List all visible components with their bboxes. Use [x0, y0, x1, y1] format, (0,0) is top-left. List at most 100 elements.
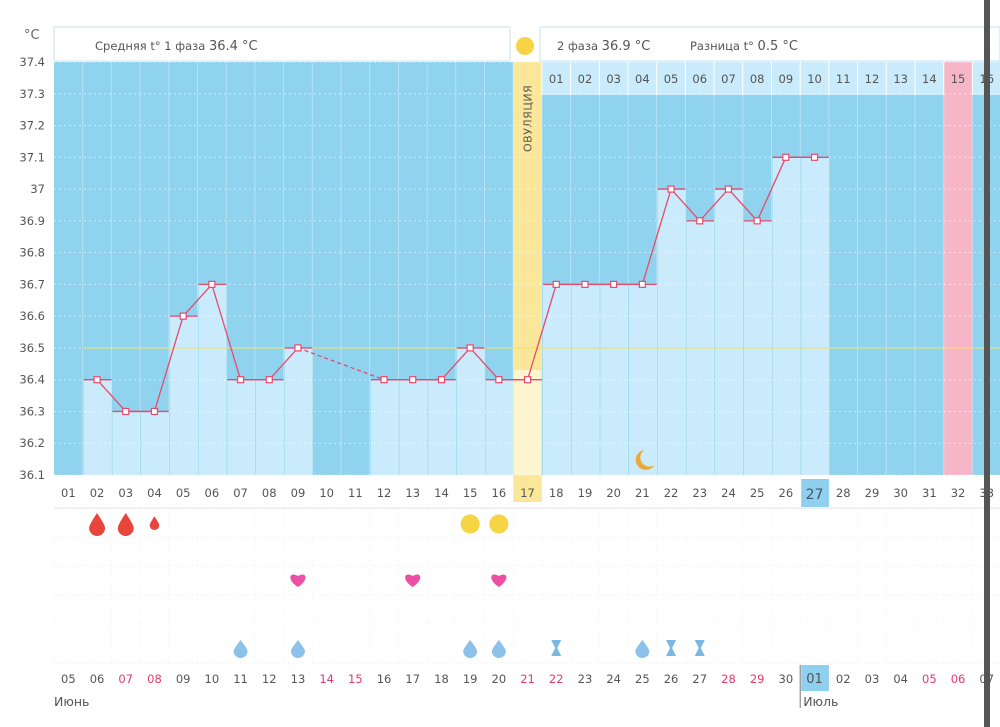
calendar-date-label: 18 — [434, 672, 449, 686]
temperature-point[interactable] — [696, 217, 704, 225]
temperature-line-segment — [297, 347, 385, 381]
calendar-date-label: 10 — [205, 672, 220, 686]
temperature-difference: Разница t° 0.5 °C — [690, 39, 798, 54]
calendar-today-highlight — [801, 665, 829, 691]
y-tick-label: 36.8 — [19, 246, 45, 260]
temperature-line-segment — [153, 315, 184, 412]
y-tick-label: 37.3 — [19, 87, 45, 101]
temperature-bar — [485, 379, 514, 475]
temperature-line-segment — [526, 284, 557, 380]
unit-label: °C — [24, 28, 40, 43]
cycle-day-label: 15 — [463, 486, 478, 500]
hourglass-icon — [551, 640, 562, 656]
temperature-point[interactable] — [581, 280, 589, 288]
temperature-point[interactable] — [667, 185, 675, 193]
calendar-date-label: 08 — [147, 672, 162, 686]
temperature-point[interactable] — [179, 312, 187, 320]
phase2-box — [539, 26, 1000, 62]
calendar-date-label: 16 — [377, 672, 392, 686]
cycle-day-label: 11 — [348, 486, 363, 500]
sun-icon — [460, 514, 480, 534]
temperature-bar — [428, 379, 456, 475]
calendar-date-label: 11 — [233, 672, 248, 686]
phase2-day-label: 08 — [750, 72, 765, 86]
hourglass-icon — [666, 640, 677, 656]
ovulation-label: ОВУЛЯЦИЯ — [522, 85, 535, 152]
phase2-day-label: 05 — [664, 72, 679, 86]
temperature-point[interactable] — [122, 407, 130, 416]
cycle-day-label: 04 — [147, 486, 162, 500]
cycle-day-label: 27 — [806, 487, 824, 503]
phase2-day-label: 14 — [922, 72, 937, 86]
discharge-drop-icon — [233, 640, 248, 659]
cycle-day-label: 29 — [865, 486, 880, 500]
calendar-date-label: 06 — [90, 672, 105, 686]
temperature-point[interactable] — [380, 376, 388, 384]
temperature-bar — [255, 379, 284, 475]
temperature-point[interactable] — [724, 185, 733, 193]
temperature-bar — [284, 347, 313, 475]
calendar-date-label: 21 — [520, 672, 535, 686]
today-highlight — [801, 479, 829, 507]
temperature-point[interactable] — [638, 280, 646, 288]
y-tick-label: 36.5 — [19, 341, 45, 355]
y-tick-label: 36.6 — [19, 309, 45, 323]
calendar-date-label: 07 — [118, 672, 133, 686]
temperature-line-segment — [699, 188, 729, 222]
temperature-point[interactable] — [409, 376, 417, 384]
temperature-point[interactable] — [265, 376, 273, 384]
cycle-day-label: 32 — [951, 486, 966, 500]
cycle-day-label: 08 — [262, 486, 277, 500]
temperature-bar — [169, 316, 198, 475]
temperature-point[interactable] — [294, 344, 302, 352]
temperature-line-segment — [182, 283, 213, 317]
vertical-scrollbar[interactable] — [984, 0, 990, 727]
phase2-average: 2 фаза 36.9 °C — [557, 39, 650, 54]
temperature-point[interactable] — [610, 280, 618, 288]
calendar-date-label: 22 — [549, 672, 564, 686]
cycle-day-label: 10 — [319, 486, 334, 500]
calendar-date-label: 15 — [348, 672, 363, 686]
y-tick-label: 37.2 — [19, 119, 45, 133]
calendar-date-label: 20 — [492, 672, 507, 686]
calendar-date-label: 23 — [578, 672, 593, 686]
y-tick-label: 36.7 — [19, 277, 45, 291]
bleeding-drop-icon — [89, 513, 106, 536]
temperature-point[interactable] — [93, 376, 101, 384]
calendar-date-label: 05 — [922, 672, 937, 686]
y-tick-label: 36.1 — [19, 468, 45, 482]
phase2-day-label: 11 — [836, 72, 851, 86]
phase2-day-row — [541, 62, 1000, 95]
calendar-date-label: 03 — [865, 672, 880, 686]
phase2-day-label: 07 — [721, 72, 736, 86]
temperature-point[interactable] — [466, 344, 474, 352]
temperature-bar — [657, 189, 686, 476]
sun-icon — [489, 514, 509, 534]
cycle-day-label: 06 — [205, 486, 220, 500]
temperature-bar — [370, 379, 399, 475]
phase2-day-label: 12 — [865, 72, 880, 86]
temperature-point[interactable] — [150, 407, 159, 416]
temperature-point[interactable] — [810, 153, 819, 161]
phase2-day-label: 02 — [578, 72, 593, 86]
temperature-point[interactable] — [552, 280, 560, 288]
hourglass-icon — [694, 640, 705, 656]
phase2-day-label: 04 — [635, 72, 650, 86]
temperature-point[interactable] — [495, 376, 503, 384]
cycle-day-label: 02 — [90, 486, 105, 500]
temperature-point[interactable] — [208, 280, 216, 288]
month-label-july: Июль — [803, 694, 838, 709]
calendar-date-label: 17 — [405, 672, 420, 686]
temperature-point[interactable] — [437, 376, 446, 384]
temperature-point[interactable] — [236, 376, 245, 384]
temperature-bar — [715, 189, 743, 476]
cycle-day-label: 28 — [836, 486, 851, 500]
cycle-day-label: 20 — [606, 486, 621, 500]
temperature-line-segment — [641, 188, 672, 285]
temperature-point[interactable] — [782, 153, 790, 161]
temperature-point[interactable] — [753, 217, 761, 225]
temperature-point[interactable] — [523, 376, 532, 384]
calendar-date-label: 04 — [893, 672, 908, 686]
calendar-date-label: 27 — [692, 672, 707, 686]
